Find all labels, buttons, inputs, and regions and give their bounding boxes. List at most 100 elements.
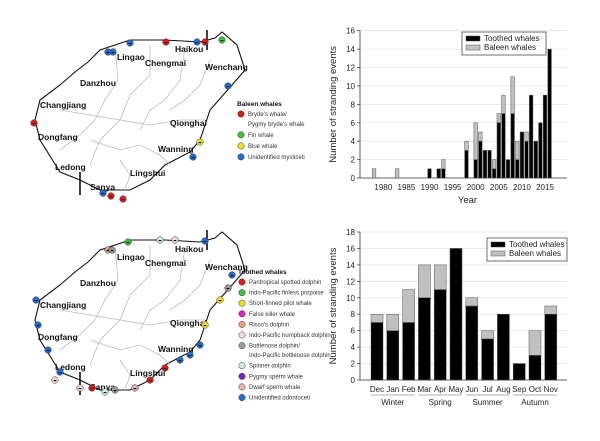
legend-marker-icon [238,331,246,339]
y-tick-label: 4 [351,137,356,146]
city-label: Wanning [158,144,194,154]
x-tick-label: Jul [482,385,492,394]
bar-baleen [496,113,501,124]
bar-baleen [465,297,479,307]
legend-label: Unidentified mysticeti [248,155,305,161]
whale-tail-icon [121,199,125,201]
bar-toothed [497,313,510,381]
x-tick-label: 2000 [467,183,485,192]
bar-toothed [510,113,515,179]
bar-baleen [386,313,400,331]
bar-baleen [524,131,529,142]
legend-marker-icon [238,372,246,380]
x-tick-label: 1980 [374,183,392,192]
bar-toothed [501,113,506,179]
legend-marker-icon [238,342,246,350]
legend-label: Blue whale [248,144,278,150]
city-label: Haikou [175,244,203,254]
bar-toothed [464,150,469,179]
city-label: Changjiang [40,300,86,310]
whale-tail-icon [110,250,114,252]
bar-toothed [533,140,538,179]
y-tick-label: 16 [346,244,355,253]
bar-toothed [402,322,415,381]
bar-baleen [395,168,400,179]
y-tick-label: 10 [346,294,355,303]
city-label: Haikou [175,44,203,54]
x-tick-label: Mar [418,385,432,394]
bar-baleen [370,313,384,323]
bar-baleen [481,330,494,340]
city-label: Sanya [90,182,115,192]
bar-toothed [524,140,529,179]
district-border [89,45,151,166]
legend-marker-icon [238,310,246,318]
bar-toothed [519,131,524,179]
bar-toothed [505,159,511,179]
y-tick-label: 0 [351,174,356,183]
bar-toothed [441,168,446,179]
city-label: Lingao [117,252,145,262]
legend-label: Indo-Pacific finless porpoise [249,291,324,297]
city-label: Wanning [158,344,194,354]
legend-label: Spinner dolphin [249,364,291,370]
legend-label: Pygmy sperm whale [249,374,304,380]
whale-tail-icon [198,345,202,347]
legend-label: Toothed whales [484,34,540,43]
city-label: Lingao [117,52,145,62]
legend-label: Unidentified odontoceti [249,396,310,402]
bar-toothed [473,159,478,179]
city-label: Qionghai [170,118,207,128]
legend-title: Baleen whales [237,101,282,108]
x-tick-label: Aug [496,385,510,394]
y-tick-label: 10 [346,82,355,91]
whale-tail-icon [32,123,36,125]
chart-by-month: 0 2 4 6 8 10 12 14 16 18 Number of stranding event… [328,228,568,407]
x-tick-label: 1985 [398,183,416,192]
bar-toothed [481,338,494,381]
y-tick-label: 14 [346,261,355,270]
bar-toothed [542,94,548,179]
whale-tail-icon [203,325,207,327]
bar-baleen [528,330,542,356]
bar-toothed [487,150,492,179]
whale-tail-icon [106,52,110,54]
y-axis-label: Number of stranding events [328,46,339,163]
legend-label: Short-finned pilot whale [249,301,312,307]
legend-label: Fin whale [248,133,274,139]
y-tick-label: 2 [351,156,356,165]
bar-baleen [441,159,446,170]
x-tick-label: 1990 [421,183,439,192]
whale-tail-icon [188,355,192,357]
x-tick-label: Feb [402,385,416,394]
district-border [139,247,186,331]
y-axis-label: Number of stranding events [328,247,339,364]
whale-tail-icon [158,240,162,242]
x-tick-label: 1995 [444,183,462,192]
x-tick-label: 2010 [513,183,531,192]
y-tick-label: 16 [346,27,355,36]
bar-baleen [510,76,515,114]
bar-toothed [478,140,483,179]
whale-tail-icon [226,288,230,290]
legend-marker-icon [237,110,245,118]
bar-toothed [547,48,552,179]
legend-label: False killer whale [249,312,296,318]
y-tick-label: 12 [346,64,355,73]
y-tick-label: 4 [351,343,356,352]
legend-swatch [490,250,506,257]
whale-tail-icon [203,42,207,44]
city-label: Wenchang [205,262,248,272]
y-tick-label: 14 [346,45,355,54]
bar-toothed [482,150,487,179]
whale-tail-icon [78,388,82,390]
x-tick-label: Oct [529,385,542,394]
district-border [139,47,186,131]
bar-toothed [528,355,542,381]
bar-toothed [529,94,534,179]
city-label: Dongfang [38,132,78,142]
legend-marker-icon [238,289,246,297]
city-label: Ledong [55,362,86,372]
legend-label: Pantropical spotted dolphin [249,280,321,286]
